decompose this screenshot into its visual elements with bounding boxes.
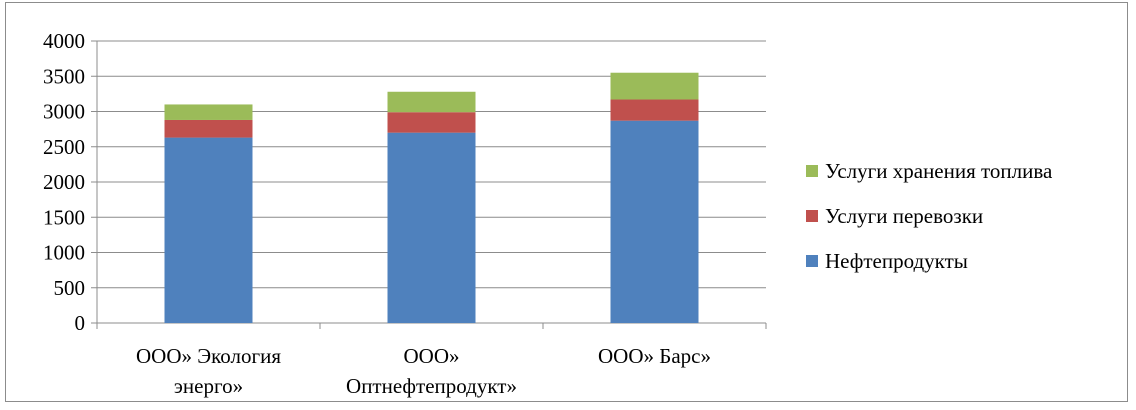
- y-tick-label: 2000: [43, 170, 85, 194]
- bar-segment: [164, 137, 253, 323]
- bar-segment: [610, 72, 699, 100]
- legend-label: Услуги перевозки: [825, 204, 983, 228]
- y-tick-label: 4000: [43, 29, 85, 53]
- x-category-label: ООО» Барс»: [598, 344, 711, 368]
- bar-segment: [387, 91, 476, 113]
- bar-segment: [164, 104, 253, 120]
- y-tick-label: 3000: [43, 100, 85, 124]
- legend-swatch: [806, 165, 818, 177]
- y-tick-label: 500: [54, 276, 86, 300]
- bar-segment: [610, 99, 699, 121]
- legend-swatch: [806, 210, 818, 222]
- bar-segment: [387, 132, 476, 323]
- y-tick-label: 3500: [43, 64, 85, 88]
- x-category-label: ООО» Экология: [136, 344, 281, 368]
- bar-segment: [610, 120, 699, 323]
- x-category-label: Оптнефтепродукт»: [346, 374, 517, 398]
- x-category-label: ООО»: [404, 344, 460, 368]
- legend-label: Нефтепродукты: [825, 249, 968, 273]
- y-tick-label: 0: [75, 311, 86, 335]
- y-tick-label: 1500: [43, 205, 85, 229]
- bar-segment: [387, 112, 476, 133]
- legend-label: Услуги хранения топлива: [825, 159, 1053, 183]
- y-tick-label: 2500: [43, 135, 85, 159]
- bar-segment: [164, 119, 253, 138]
- y-tick-label: 1000: [43, 241, 85, 265]
- x-category-label: энерго»: [174, 374, 243, 398]
- legend-swatch: [806, 255, 818, 267]
